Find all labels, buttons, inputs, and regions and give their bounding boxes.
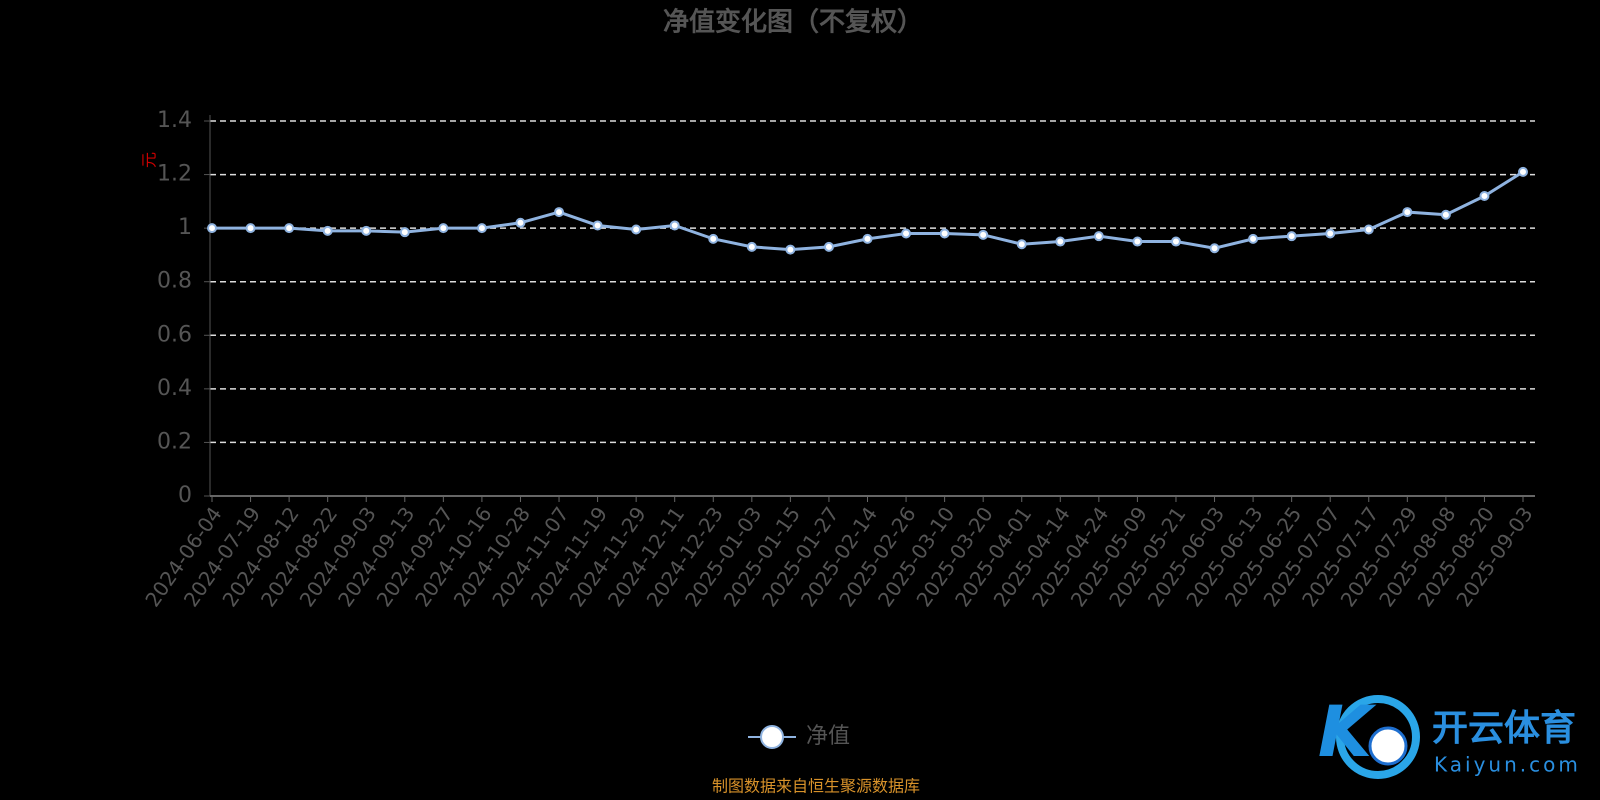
data-point: [862, 233, 873, 244]
data-point: [939, 228, 950, 239]
chart-title: 净值变化图（不复权）: [663, 7, 923, 38]
data-point: [1518, 166, 1528, 177]
data-point: [1132, 236, 1143, 247]
data-point: [284, 223, 295, 234]
data-point: [438, 223, 449, 234]
brand-name: 开云体育: [1432, 708, 1576, 749]
data-point: [1016, 239, 1027, 250]
data-point: [1170, 236, 1181, 247]
data-point: [399, 227, 410, 238]
data-point: [361, 225, 372, 236]
data-point: [1402, 207, 1413, 218]
data-point: [631, 224, 642, 235]
data-point: [1055, 236, 1066, 247]
y-tick-label: 0.2: [157, 429, 192, 454]
legend-label: 净值: [806, 724, 850, 749]
watermark: K 开云体育 Kaiyun.com: [1318, 691, 1581, 779]
data-point: [1286, 231, 1297, 242]
data-point: [1440, 209, 1451, 220]
data-point: [554, 207, 565, 218]
brand-site: Kaiyun.com: [1434, 753, 1581, 777]
y-tick-label: 0: [178, 483, 192, 508]
logo-k: K: [1318, 691, 1377, 773]
data-point: [746, 241, 757, 252]
logo-ball: [1368, 726, 1408, 766]
data-point: [1479, 191, 1490, 201]
data-point: [207, 223, 217, 234]
y-tick-label: 0.4: [157, 376, 192, 401]
source-note: 制图数据来自恒生聚源数据库: [712, 777, 920, 796]
data-point: [476, 223, 487, 234]
data-point: [901, 228, 912, 239]
data-point: [1093, 231, 1104, 242]
data-point: [1209, 243, 1220, 254]
y-tick-label: 1: [178, 215, 192, 240]
data-point: [823, 241, 834, 252]
data-point: [785, 244, 796, 255]
y-tick-label: 0.8: [157, 269, 192, 294]
y-tick-label: 1.4: [157, 108, 192, 133]
y-tick-label: 0.6: [157, 322, 192, 347]
data-point: [245, 223, 256, 234]
y-tick-label: 1.2: [157, 162, 192, 187]
y-axis-label: 元: [140, 152, 159, 168]
data-point: [708, 233, 719, 244]
data-point: [515, 217, 526, 228]
data-point: [322, 225, 333, 236]
logo-ring: [1336, 695, 1420, 779]
data-point: [592, 220, 603, 231]
data-point: [1325, 228, 1336, 239]
data-point: [669, 220, 680, 231]
legend-marker: [760, 725, 784, 749]
data-point: [1363, 224, 1374, 235]
data-point: [978, 229, 989, 240]
data-point: [1248, 233, 1259, 244]
